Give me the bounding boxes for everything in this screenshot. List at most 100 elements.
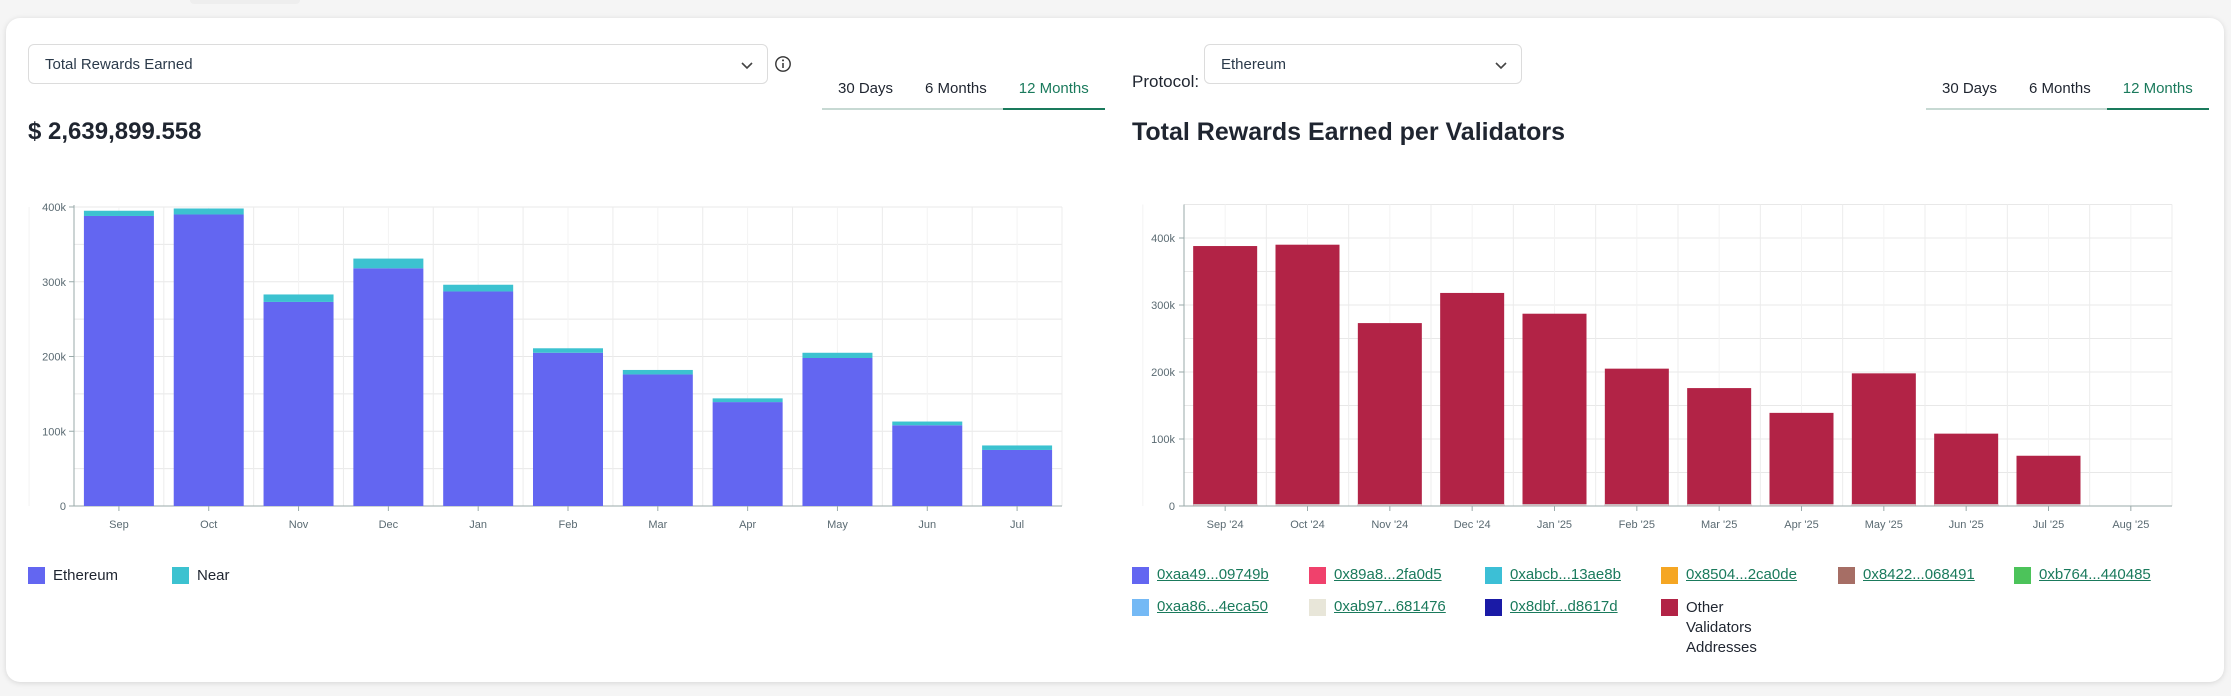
y-tick-label: 400k (42, 202, 66, 214)
tab-12-months[interactable]: 12 Months (2106, 70, 2209, 110)
x-tick-label: Jan '25 (1537, 519, 1572, 531)
protocol-label: Protocol: (1132, 72, 1200, 91)
legend-item-validator[interactable]: 0xaa86...4eca50 (1132, 598, 1268, 616)
bar-sep-24 (1193, 246, 1258, 507)
bar-near-feb (533, 348, 603, 353)
x-tick-label: May (827, 519, 848, 531)
x-tick-label: Sep (109, 519, 129, 531)
metric-select-value: Total Rewards Earned (45, 55, 193, 73)
bar-ethereum-may (802, 357, 873, 506)
validators-chart-title: Total Rewards Earned per Validators (1132, 118, 1566, 146)
bar-near-nov (263, 294, 334, 302)
legend-swatch (172, 567, 189, 584)
bar-nov-24 (1357, 323, 1422, 506)
y-tick-label: 100k (42, 426, 66, 438)
x-tick-label: Oct '24 (1290, 519, 1325, 531)
legend-item-validator[interactable]: 0x8422...068491 (1838, 566, 1975, 584)
y-tick-label: 0 (1169, 501, 1175, 513)
legend-swatch (1132, 567, 1149, 584)
protocol-select[interactable]: Ethereum (1204, 44, 1522, 84)
bar-base-segment (1934, 504, 1999, 506)
legend-item-validator[interactable]: 0xaa49...09749b (1132, 566, 1269, 584)
left-stacked-bar-chart: 0 100k 200k 300k 400k Sep Oct Nov Dec Jan Feb Mar Ap… (28, 202, 1063, 531)
bar-ethereum-apr (712, 402, 783, 506)
bar-near-may (802, 352, 873, 358)
y-tick-label: 200k (42, 352, 66, 364)
validator-address-link[interactable]: 0x8504...2ca0de (1686, 566, 1797, 583)
legend-swatch (1485, 599, 1502, 616)
rewards-card: Total Rewards Earned $ 2,639,899.558 30 … (6, 18, 2224, 682)
validator-address-link[interactable]: 0xab97...681476 (1334, 598, 1446, 615)
tab-30-days[interactable]: 30 Days (1942, 80, 1998, 97)
bar-dec-24 (1440, 292, 1505, 506)
top-stub (190, 0, 300, 4)
legend-swatch (1485, 567, 1502, 584)
metric-select[interactable]: Total Rewards Earned (28, 44, 768, 84)
y-tick-label: 300k (42, 277, 66, 289)
validator-address-link[interactable]: 0xaa86...4eca50 (1157, 598, 1268, 615)
bar-near-apr (712, 398, 783, 403)
bar-base-segment (1275, 504, 1340, 506)
legend-item-validator[interactable]: 0xabcb...13ae8b (1485, 566, 1621, 584)
bar-feb-25 (1604, 368, 1669, 506)
y-tick-label: 100k (1151, 434, 1175, 446)
bar-ethereum-mar (622, 374, 693, 506)
bar-apr-25 (1769, 412, 1834, 506)
legend-item-near[interactable]: Near (172, 566, 230, 586)
x-tick-label: May '25 (1865, 519, 1903, 531)
tab-12-months[interactable]: 12 Months (1002, 70, 1105, 110)
legend-item-validator[interactable]: 0xab97...681476 (1309, 598, 1446, 616)
bar-near-dec (353, 258, 424, 269)
x-tick-label: Dec '24 (1454, 519, 1491, 531)
legend-swatch (1661, 567, 1678, 584)
validator-address-link[interactable]: 0xb764...440485 (2039, 566, 2151, 583)
y-tick-label: 300k (1151, 300, 1175, 312)
legend-label: Ethereum (53, 567, 119, 584)
protocol-select-value: Ethereum (1221, 55, 1287, 73)
bar-ethereum-nov (263, 301, 334, 506)
validator-address-link[interactable]: 0x8dbf...d8617d (1510, 598, 1618, 615)
info-icon[interactable] (774, 55, 792, 73)
legend-item-ethereum[interactable]: Ethereum (28, 566, 118, 586)
bar-oct-24 (1275, 244, 1340, 506)
legend-label: Near (197, 567, 230, 584)
x-tick-label: Mar '25 (1701, 519, 1737, 531)
tab-30-days[interactable]: 30 Days (838, 80, 894, 97)
legend-swatch (1132, 599, 1149, 616)
x-tick-label: Jan (469, 519, 487, 531)
validator-address-link[interactable]: 0xabcb...13ae8b (1510, 566, 1621, 583)
bar-base-segment (1687, 504, 1752, 506)
bar-jul-25 (2016, 455, 2081, 506)
bar-base-segment (1440, 504, 1505, 506)
bar-base-segment (1357, 504, 1422, 506)
legend-item-validator[interactable]: 0x8504...2ca0de (1661, 566, 1797, 584)
validator-address-link[interactable]: 0x89a8...2fa0d5 (1334, 566, 1442, 583)
bar-base-segment (1851, 504, 1916, 506)
bar-mar-25 (1687, 388, 1752, 506)
x-tick-label: Dec (379, 519, 399, 531)
legend-item-validator[interactable]: 0x8dbf...d8617d (1485, 598, 1618, 616)
x-tick-label: Apr '25 (1784, 519, 1819, 531)
right-bar-chart: 0 100k 200k 300k 400k Sep '24 Oct '24 Nov '24 De… (1142, 204, 2173, 531)
chevron-down-icon (741, 62, 753, 70)
legend-item-validator[interactable]: 0xb764...440485 (2014, 566, 2151, 584)
bar-base-segment (1604, 504, 1669, 506)
bar-near-jan (443, 284, 514, 292)
bar-near-oct (173, 208, 244, 215)
x-tick-label: Aug '25 (2112, 519, 2149, 531)
x-tick-label: Sep '24 (1207, 519, 1244, 531)
legend-swatch (28, 567, 45, 584)
validator-address-link[interactable]: 0x8422...068491 (1863, 566, 1975, 583)
x-tick-label: Jul '25 (2033, 519, 2064, 531)
bar-ethereum-oct (173, 214, 244, 506)
chevron-down-icon (1495, 62, 1507, 70)
tab-6-months[interactable]: 6 Months (925, 80, 987, 97)
x-tick-label: Feb (559, 519, 578, 531)
legend-item-validator[interactable]: Other Validators Addresses (1661, 598, 1786, 658)
validator-address-link[interactable]: 0xaa49...09749b (1157, 566, 1269, 583)
legend-item-validator[interactable]: 0x89a8...2fa0d5 (1309, 566, 1442, 584)
bar-near-sep (83, 210, 154, 216)
x-tick-label: Jun '25 (1949, 519, 1984, 531)
tab-6-months[interactable]: 6 Months (2029, 80, 2091, 97)
x-tick-label: Feb '25 (1619, 519, 1655, 531)
